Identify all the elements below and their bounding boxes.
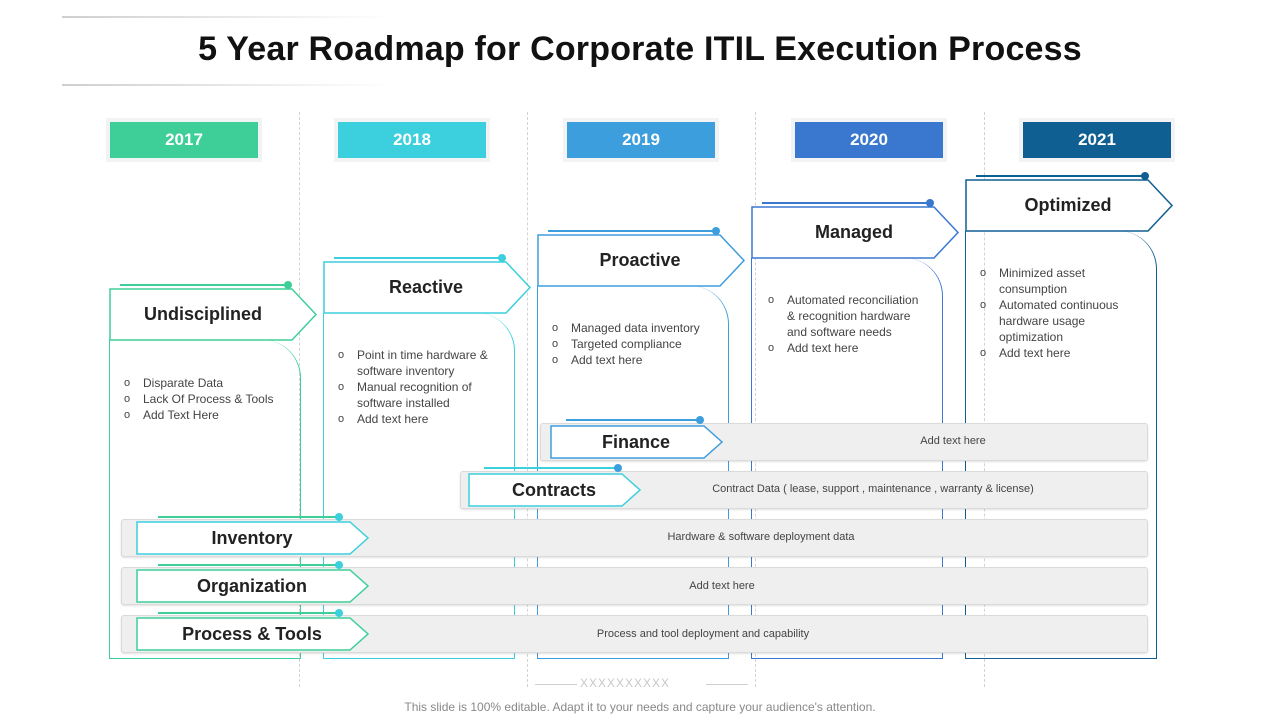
bullet-item: Add text here [338, 411, 503, 427]
row-marker-dot [696, 416, 704, 424]
footer-note: This slide is 100% editable. Adapt it to… [404, 700, 876, 714]
stage-marker-line [976, 175, 1144, 177]
stage-arrow-shape [323, 261, 532, 314]
row-marker-line [566, 419, 700, 421]
stage-marker-line [334, 257, 502, 259]
row-text-organization: Add text here [689, 580, 755, 592]
stage-arrow-shape [109, 288, 318, 341]
row-label: Contracts [511, 479, 596, 500]
stage-marker-dot [712, 227, 720, 235]
bullet-item: Automated continuous hardware usage opti… [980, 297, 1130, 345]
stage-bullets-reactive: Point in time hardware & software invent… [338, 347, 503, 427]
bullet-item: Minimized asset consumption [980, 265, 1130, 297]
row-marker-dot [335, 513, 343, 521]
row-marker-dot [614, 464, 622, 472]
stage-label: Managed [814, 222, 893, 242]
decoration-line [535, 684, 577, 685]
decoration-marks: XXXXXXXXXX [580, 676, 671, 690]
row-arrow-shape [136, 521, 370, 555]
column-divider [984, 112, 985, 687]
row-header-inventory: Inventory [136, 521, 372, 555]
bullet-item: Add text here [980, 345, 1130, 361]
stage-label: Proactive [599, 250, 681, 270]
row-marker-dot [335, 609, 343, 617]
row-label: Inventory [211, 527, 293, 548]
stage-label: Reactive [388, 277, 464, 297]
row-arrow-shape [468, 473, 642, 507]
title-rule-top [62, 16, 392, 18]
row-marker-line [158, 612, 340, 614]
row-label: Process & Tools [182, 623, 322, 644]
row-marker-line [484, 467, 618, 469]
stage-marker-dot [1141, 172, 1149, 180]
column-divider [527, 112, 528, 687]
row-label: Organization [196, 575, 307, 596]
stage-marker-dot [284, 281, 292, 289]
year-header-2018: 2018 [338, 122, 486, 158]
row-header-contracts: Contracts [468, 473, 644, 507]
stage-header-managed: Managed [751, 206, 961, 259]
bullet-item: Add text here [768, 340, 928, 356]
year-header-2021: 2021 [1023, 122, 1171, 158]
page-title: 5 Year Roadmap for Corporate ITIL Execut… [198, 30, 1082, 68]
stage-marker-line [120, 284, 288, 286]
bullet-item: Managed data inventory [552, 320, 722, 336]
title-rule-bottom [62, 84, 392, 86]
column-divider [755, 112, 756, 687]
stage-header-optimized: Optimized [965, 179, 1175, 232]
row-marker-dot [335, 561, 343, 569]
stage-header-undisciplined: Undisciplined [109, 288, 319, 341]
row-text-process-tools: Process and tool deployment and capabili… [596, 628, 810, 640]
stage-bullets-undisciplined: Disparate Data Lack Of Process & Tools A… [124, 375, 294, 423]
row-text-inventory: Hardware & software deployment data [667, 531, 855, 543]
year-header-2019: 2019 [567, 122, 715, 158]
bullet-item: Point in time hardware & software invent… [338, 347, 503, 379]
year-header-2020: 2020 [795, 122, 943, 158]
stage-arrow-shape [537, 234, 746, 287]
row-arrow-shape [550, 425, 724, 459]
year-header-2017: 2017 [110, 122, 258, 158]
row-header-organization: Organization [136, 569, 372, 603]
bullet-item: Targeted compliance [552, 336, 722, 352]
row-marker-line [158, 564, 340, 566]
bullet-item: Manual recognition of software installed [338, 379, 503, 411]
row-label: Finance [601, 431, 671, 452]
stage-label: Undisciplined [143, 304, 262, 324]
stage-bullets-managed: Automated reconciliation & recognition h… [768, 292, 928, 356]
stage-label: Optimized [1024, 195, 1112, 215]
stage-header-reactive: Reactive [323, 261, 533, 314]
stage-arrow-shape [965, 179, 1174, 232]
bullet-item: Lack Of Process & Tools [124, 391, 294, 407]
stage-bullets-proactive: Managed data inventory Targeted complian… [552, 320, 722, 368]
bullet-item: Automated reconciliation & recognition h… [768, 292, 928, 340]
stage-marker-dot [926, 199, 934, 207]
bullet-item: Disparate Data [124, 375, 294, 391]
stage-column-undisciplined [109, 340, 301, 659]
row-text-contracts: Contract Data ( lease, support , mainten… [712, 483, 1034, 495]
stage-arrow-shape [751, 206, 960, 259]
stage-marker-line [548, 230, 716, 232]
row-arrow-shape [136, 569, 370, 603]
stage-bullets-optimized: Minimized asset consumption Automated co… [980, 265, 1130, 361]
row-text-finance: Add text here [920, 435, 986, 447]
row-header-finance: Finance [550, 425, 726, 459]
row-arrow-shape [136, 617, 370, 651]
stage-marker-line [762, 202, 930, 204]
stage-header-proactive: Proactive [537, 234, 747, 287]
stage-marker-dot [498, 254, 506, 262]
decoration-line [706, 684, 748, 685]
bullet-item: Add text here [552, 352, 722, 368]
bullet-item: Add Text Here [124, 407, 294, 423]
column-divider [299, 112, 300, 687]
row-header-process-tools: Process & Tools [136, 617, 372, 651]
row-marker-line [158, 516, 340, 518]
